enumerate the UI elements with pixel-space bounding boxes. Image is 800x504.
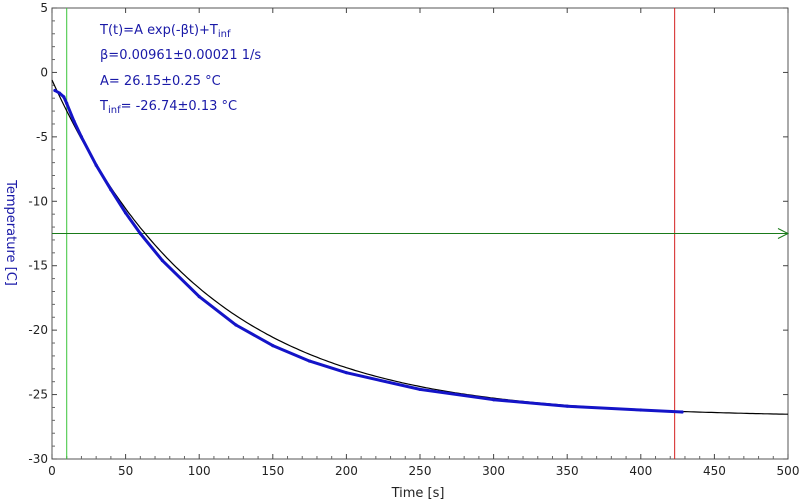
data-point bbox=[79, 135, 84, 139]
y-tick-label: -25 bbox=[28, 388, 48, 402]
data-point bbox=[65, 101, 69, 105]
data-point bbox=[418, 387, 422, 392]
y-axis-title: Temperature [C] bbox=[3, 179, 18, 286]
fit-curve bbox=[51, 79, 788, 415]
y-tick-label: -15 bbox=[28, 259, 48, 273]
x-tick-label: 450 bbox=[703, 464, 726, 478]
fit-tinf: Tinf= -26.74±0.13 °C bbox=[99, 99, 237, 116]
y-tick-label: -5 bbox=[36, 130, 48, 144]
x-tick-label: 500 bbox=[777, 464, 800, 478]
y-tick-label: 0 bbox=[40, 65, 48, 79]
x-tick-label: 400 bbox=[629, 464, 652, 478]
data-point bbox=[72, 119, 76, 123]
data-point bbox=[344, 371, 348, 375]
x-tick-label: 200 bbox=[335, 464, 358, 478]
x-tick-label: 250 bbox=[409, 464, 432, 478]
data-point bbox=[62, 95, 66, 99]
fit-annotation: T(t)=A exp(-βt)+Tinf β=0.00961±0.00021 1… bbox=[99, 23, 261, 116]
y-tick-label: -10 bbox=[28, 194, 48, 208]
y-tick-label: -20 bbox=[28, 323, 48, 337]
data-point bbox=[234, 323, 238, 327]
data-point bbox=[138, 231, 142, 236]
data-point bbox=[94, 163, 98, 167]
arrow-icon bbox=[777, 228, 790, 239]
x-tick-label: 150 bbox=[261, 464, 284, 478]
x-tick-label: 50 bbox=[118, 464, 133, 478]
data-point bbox=[160, 258, 164, 263]
y-tick-label: 5 bbox=[40, 1, 48, 15]
data-point bbox=[680, 410, 684, 414]
data-point bbox=[197, 295, 201, 299]
data-points bbox=[53, 88, 684, 414]
data-point bbox=[565, 404, 569, 408]
data-point bbox=[57, 91, 61, 95]
data-point bbox=[492, 398, 496, 402]
fit-equation: T(t)=A exp(-βt)+Tinf bbox=[99, 23, 231, 40]
x-axis-title: Time [s] bbox=[391, 486, 445, 501]
x-tick-label: 350 bbox=[556, 464, 579, 478]
y-tick-labels: 5 0 -5 -10 -15 -20 -25 -30 bbox=[28, 1, 48, 466]
data-point bbox=[53, 88, 57, 93]
data-point bbox=[308, 359, 312, 363]
x-tick-label: 300 bbox=[482, 464, 505, 478]
data-point bbox=[124, 211, 128, 215]
x-tick-labels: 0 50 100 150 200 250 300 350 400 450 500 bbox=[48, 464, 799, 478]
x-tick-label: 100 bbox=[188, 464, 211, 478]
fit-beta: β=0.00961±0.00021 1/s bbox=[100, 48, 261, 63]
data-point bbox=[639, 408, 643, 412]
x-tick-label: 0 bbox=[48, 464, 56, 478]
data-point bbox=[271, 344, 275, 348]
y-tick-label: -30 bbox=[28, 452, 48, 466]
data-series-line bbox=[53, 89, 684, 414]
fit-amplitude: A= 26.15±0.25 °C bbox=[100, 74, 221, 89]
data-point bbox=[109, 188, 113, 192]
